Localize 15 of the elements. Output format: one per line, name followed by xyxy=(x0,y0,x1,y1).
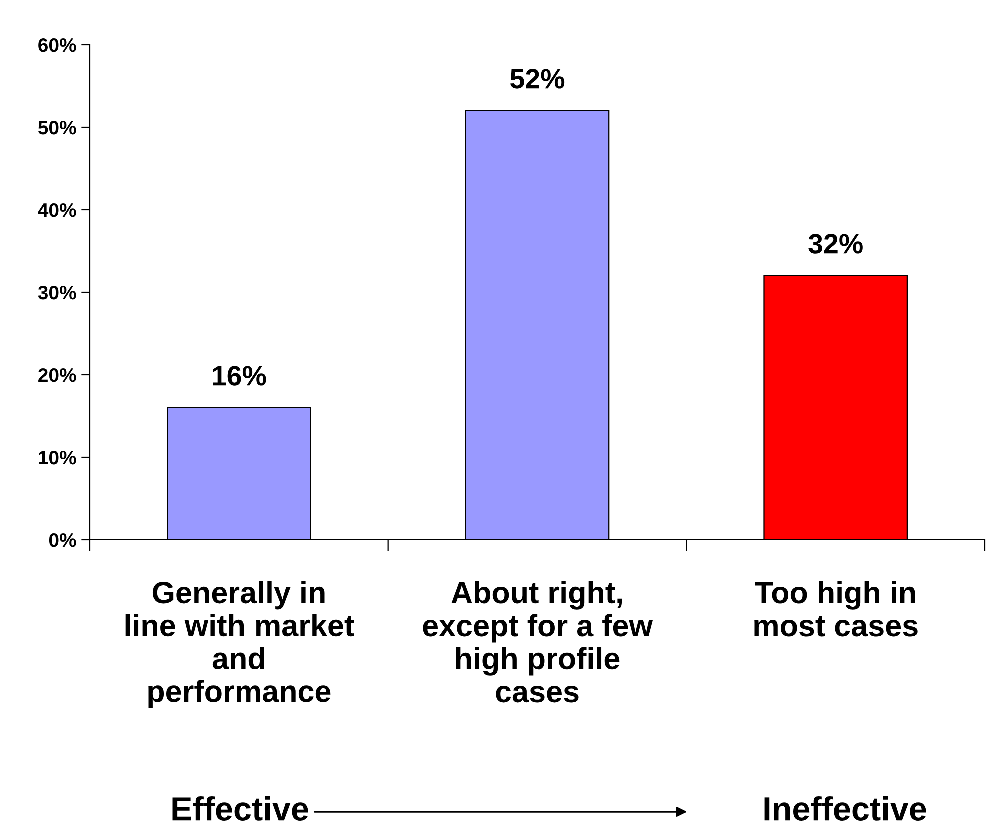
text: Ineffective xyxy=(764,796,926,821)
y-tick-label: 20% xyxy=(38,368,76,382)
y-tick-label: 40% xyxy=(38,203,76,218)
y-tick-label: 10% xyxy=(39,450,76,465)
y-tick-label: 30% xyxy=(38,286,76,300)
text: Effective xyxy=(172,796,308,821)
y-tick-label: 50% xyxy=(38,120,76,135)
x-tick-label: Generally in line with market and performance xyxy=(126,581,354,708)
data-label: 32% xyxy=(808,234,863,254)
y-tick-label: 0% xyxy=(49,533,76,548)
x-tick-label: About right, except for a few high profile cases xyxy=(423,581,654,703)
data-label: 16% xyxy=(213,366,266,386)
x-tick-label: Too high in most cases xyxy=(754,581,918,637)
y-tick-label: 60% xyxy=(38,38,76,52)
data-label: 52% xyxy=(510,69,565,89)
